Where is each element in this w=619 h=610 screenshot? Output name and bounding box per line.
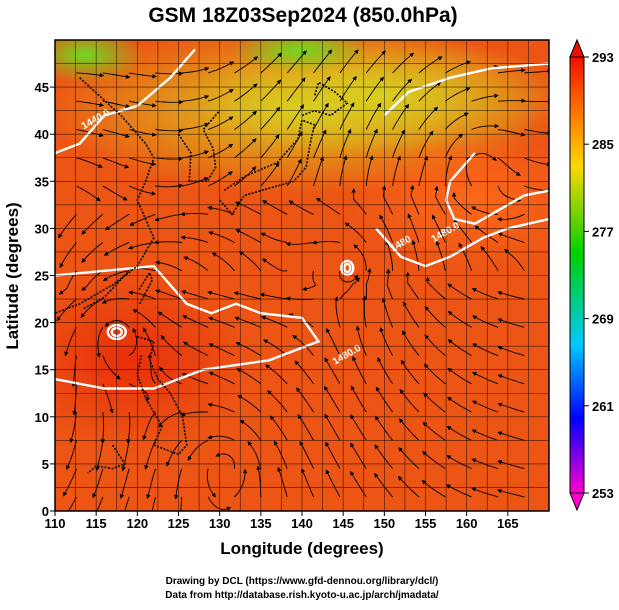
colorbar-extend-max (570, 40, 584, 57)
colorbar-gradient (570, 57, 584, 493)
y-tick-label: 45 (35, 80, 49, 95)
x-tick-label: 115 (86, 516, 107, 531)
x-tick-label: 120 (126, 516, 148, 531)
y-tick-label: 10 (35, 410, 49, 425)
x-tick-label: 150 (373, 516, 395, 531)
x-tick-label: 165 (497, 516, 519, 531)
x-tick-label: 125 (168, 516, 190, 531)
colorbar-ticks: 253 261 269 277 285 293 (584, 50, 614, 501)
colorbar-tick-label: 269 (592, 312, 614, 327)
colorbar-tick-label: 253 (592, 486, 614, 501)
y-tick-label: 0 (42, 504, 49, 519)
colorbar-extend-min (570, 493, 584, 510)
colorbar-tick-label: 285 (592, 137, 614, 152)
chart-title: GSM 18Z03Sep2024 (850.0hPa) (148, 4, 457, 27)
grid-lines (55, 40, 549, 511)
credit-data: Data from http://database.rish.kyoto-u.a… (165, 590, 439, 601)
colorbar-tick-label: 277 (592, 224, 614, 239)
y-tick-label: 35 (35, 174, 49, 189)
y-tick-label: 30 (35, 221, 49, 236)
temperature-cold-region-north (230, 28, 370, 72)
y-axis-ticks: 0 5 10 15 20 25 30 35 40 45 (35, 80, 55, 519)
y-tick-label: 40 (35, 127, 49, 142)
colorbar-tick-label: 293 (592, 50, 614, 65)
x-tick-label: 135 (250, 516, 272, 531)
x-tick-label: 160 (456, 516, 478, 531)
y-tick-label: 15 (35, 363, 49, 378)
y-axis-label: Latitude (degrees) (3, 202, 22, 349)
x-tick-label: 155 (415, 516, 437, 531)
temperature-warm-region-east (350, 130, 590, 270)
y-tick-label: 5 (42, 457, 49, 472)
y-tick-label: 25 (35, 269, 49, 284)
y-tick-label: 20 (35, 316, 49, 331)
colorbar: 253 261 269 277 285 293 (570, 40, 614, 510)
temperature-cold-region (25, 27, 145, 83)
x-axis-label: Longitude (degrees) (220, 539, 383, 558)
x-tick-label: 140 (291, 516, 313, 531)
colorbar-tick-label: 261 (592, 399, 614, 414)
x-tick-label: 145 (332, 516, 354, 531)
x-tick-label: 130 (209, 516, 231, 531)
streamline (498, 101, 525, 102)
credit-drawing: Drawing by DCL (https://www.gfd-dennou.o… (166, 576, 439, 587)
